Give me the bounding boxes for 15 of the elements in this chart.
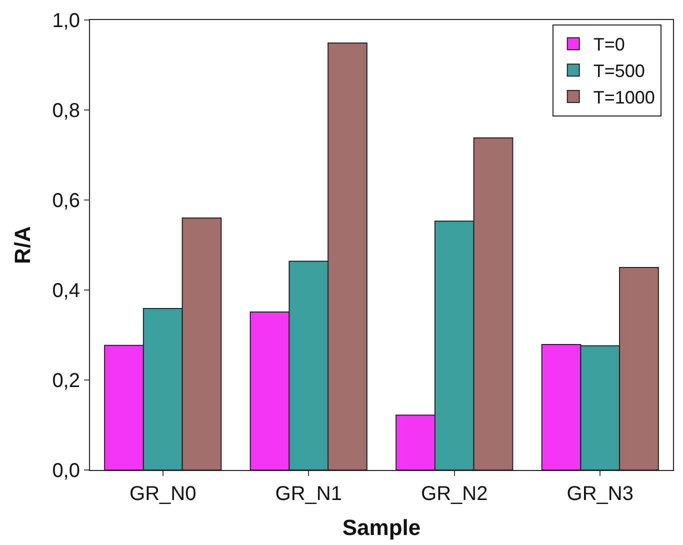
x-tick-label: GR_N3 — [566, 483, 634, 505]
y-axis-title: R/A — [10, 226, 35, 264]
x-tick-label: GR_N2 — [421, 483, 488, 505]
x-axis-title: Sample — [342, 514, 421, 540]
y-tick-label: 1,0 — [52, 10, 80, 32]
legend-label: T=500 — [593, 61, 645, 82]
y-tick-label: 0,0 — [52, 460, 80, 482]
x-tick-label: GR_N1 — [275, 483, 342, 505]
y-tick-label: 0,4 — [52, 280, 80, 302]
x-tick-label: GR_N0 — [130, 483, 196, 505]
y-tick-label: 0,8 — [52, 100, 80, 122]
legend-label: T=1000 — [593, 88, 655, 108]
y-tick-label: 0,2 — [52, 370, 80, 392]
y-tick-label: 0,6 — [52, 190, 80, 212]
legend-label: T=0 — [593, 34, 625, 55]
